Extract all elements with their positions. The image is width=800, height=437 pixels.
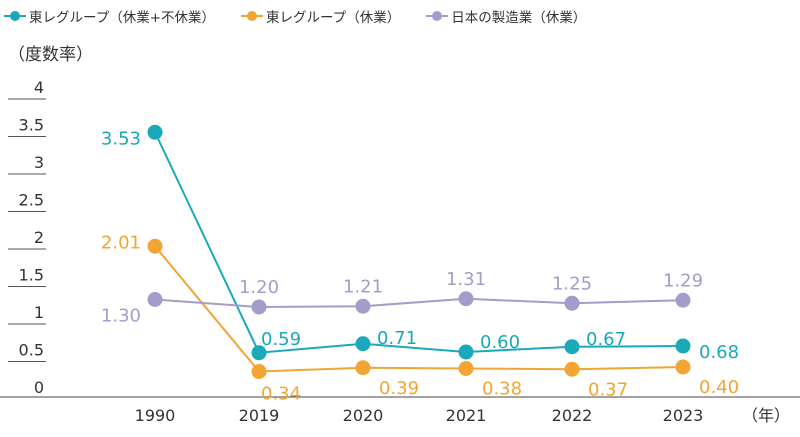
data-point: [564, 339, 580, 355]
data-point: [147, 124, 163, 140]
data-point: [458, 291, 474, 307]
data-point: [147, 238, 163, 254]
x-tick-label: 2019: [239, 406, 280, 425]
data-point: [147, 292, 163, 307]
legend-item-toray-lost-time: 東レグループ（休業）: [241, 6, 400, 26]
data-label: 0.37: [588, 379, 628, 400]
y-tick-label: 0: [34, 378, 44, 397]
x-axis-unit-label: （年）: [742, 406, 791, 425]
y-tick-label: 2.5: [19, 191, 44, 210]
y-tick-label: 1.5: [19, 266, 44, 285]
data-label: 0.71: [377, 328, 417, 349]
data-label: 0.59: [261, 329, 301, 350]
data-point: [355, 336, 371, 352]
data-point: [564, 295, 580, 311]
legend-label: 東レグループ（休業）: [266, 10, 401, 26]
x-tick-label: 2022: [552, 406, 593, 425]
data-point: [458, 361, 474, 376]
data-label: 1.21: [343, 276, 383, 297]
data-label: 1.31: [446, 269, 486, 290]
data-point: [355, 360, 371, 376]
data-point: [251, 299, 267, 315]
y-tick-label: 0.5: [19, 341, 44, 360]
data-label: 0.67: [586, 329, 626, 350]
legend: 東レグループ（休業+不休業） 東レグループ（休業） 日本の製造業（休業）: [4, 6, 612, 26]
data-point: [675, 292, 691, 308]
data-point: [355, 298, 371, 314]
data-label: 1.30: [101, 306, 141, 327]
y-tick-label: 3.5: [19, 116, 44, 135]
y-tick-label: 4: [34, 78, 44, 97]
series-line-1: [154, 245, 684, 373]
series-line-2: [154, 297, 684, 309]
x-tick-label: 1990: [135, 406, 176, 425]
data-point: [675, 359, 691, 375]
data-point: [251, 345, 267, 361]
data-label: 1.29: [663, 270, 703, 291]
legend-item-toray-total: 東レグループ（休業+不休業）: [4, 6, 215, 26]
data-label: 0.34: [261, 384, 301, 405]
data-label: 1.20: [239, 277, 279, 298]
x-tick-label: 2023: [663, 406, 704, 425]
data-point: [675, 338, 691, 354]
data-point: [458, 344, 474, 360]
data-label: 0.60: [480, 332, 520, 353]
data-label: 1.25: [552, 273, 592, 294]
y-axis-unit-label: （度数率）: [8, 45, 93, 65]
legend-swatch-teal: [4, 10, 26, 22]
legend-swatch-purple: [426, 10, 449, 22]
legend-label: 東レグループ（休業+不休業）: [29, 10, 216, 26]
legend-item-japan-manufacturing: 日本の製造業（休業）: [426, 6, 586, 26]
series-line-0: [154, 131, 684, 354]
legend-swatch-orange: [241, 10, 264, 22]
data-label: 3.53: [101, 128, 141, 149]
data-label: 0.38: [482, 379, 522, 400]
y-tick-label: 3: [34, 153, 44, 172]
data-label: 0.40: [699, 377, 739, 398]
y-tick-label: 1: [34, 303, 44, 322]
data-point: [564, 361, 580, 377]
x-tick-label: 2020: [343, 406, 384, 425]
legend-label: 日本の製造業（休業）: [451, 10, 587, 26]
x-tick-label: 2021: [446, 406, 487, 425]
data-label: 0.68: [699, 342, 739, 363]
y-tick-label: 2: [34, 228, 44, 247]
data-label: 2.01: [101, 232, 141, 253]
data-label: 0.39: [379, 378, 419, 399]
data-point: [251, 364, 267, 379]
